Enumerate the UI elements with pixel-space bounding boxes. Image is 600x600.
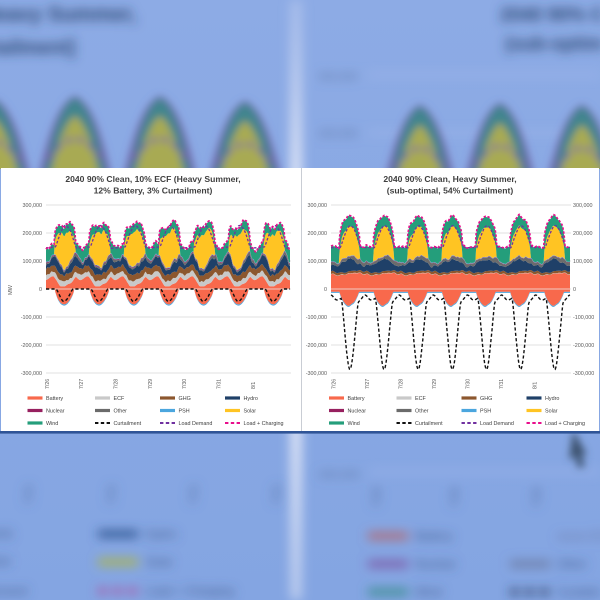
svg-text:Load + Charging: Load + Charging [145,584,234,598]
svg-text:Solar: Solar [145,555,173,569]
svg-text:Load Demand: Load Demand [0,584,27,598]
svg-text:-100,000: -100,000 [573,315,594,321]
svg-text:300,000: 300,000 [318,71,358,83]
svg-text:7/29: 7/29 [432,379,438,389]
svg-text:0: 0 [39,287,42,293]
svg-text:Load + Charging: Load + Charging [244,421,284,427]
svg-text:Nuclear: Nuclear [415,557,456,571]
svg-text:Curtailment: Curtailment [415,421,443,427]
svg-text:Wind: Wind [46,421,58,427]
svg-text:100,000: 100,000 [308,259,328,265]
svg-text:Other: Other [415,408,429,414]
svg-text:Load + Charging: Load + Charging [545,421,585,427]
svg-text:7/31: 7/31 [188,484,200,505]
svg-text:8/1: 8/1 [533,382,539,389]
svg-text:7/30: 7/30 [182,379,188,389]
svg-text:MW: MW [8,284,14,295]
svg-text:-300,000: -300,000 [573,371,594,377]
svg-text:-200,000: -200,000 [21,343,42,349]
svg-text:200,000: 200,000 [23,231,43,237]
svg-text:2040 90% C: 2040 90% C [500,5,600,26]
svg-text:2040 90% Clean, Heavy Summer,: 2040 90% Clean, Heavy Summer, [383,174,516,184]
svg-text:0: 0 [573,287,576,293]
svg-text:7/27: 7/27 [79,379,85,389]
svg-text:7/26: 7/26 [531,487,543,508]
svg-text:7/28: 7/28 [399,379,405,389]
svg-text:200,000: 200,000 [573,231,593,237]
svg-text:-200,000: -200,000 [573,343,594,349]
svg-text:Wind: Wind [348,421,360,427]
svg-text:Curtailm: Curtailm [557,585,600,599]
svg-text:200,000: 200,000 [308,231,328,237]
svg-text:300,000: 300,000 [573,203,593,209]
svg-text:Heavy Summer,: Heavy Summer, [0,3,136,26]
svg-text:-300,000: -300,000 [21,371,42,377]
svg-text:7/30: 7/30 [466,379,472,389]
svg-text:Battery: Battery [348,396,365,402]
svg-text:-200,000: -200,000 [306,343,327,349]
svg-text:7/29: 7/29 [148,379,154,389]
svg-text:(sub-optim: (sub-optim [505,34,600,55]
svg-text:ECF: ECF [415,396,426,402]
svg-text:Hydro: Hydro [545,396,559,402]
svg-text:7/26: 7/26 [449,487,461,508]
svg-text:Hydro: Hydro [145,527,177,541]
svg-text:7/26: 7/26 [45,379,51,389]
svg-text:Load Demand: Load Demand [179,421,213,427]
svg-text:200,000: 200,000 [318,128,358,140]
svg-text:0: 0 [324,287,327,293]
svg-text:PSH: PSH [0,555,11,569]
svg-text:7/31: 7/31 [23,484,35,505]
svg-text:GHG: GHG [179,396,191,402]
svg-text:100,000: 100,000 [573,259,593,265]
svg-text:GHG: GHG [0,527,13,541]
svg-text:Load Demand: Load Demand [480,421,514,427]
svg-text:Wind: Wind [415,585,442,599]
svg-text:-100,000: -100,000 [21,315,42,321]
svg-text:-100,000: -100,000 [306,315,327,321]
svg-text:7/31: 7/31 [271,484,283,505]
svg-text:7/26: 7/26 [371,487,383,508]
svg-text:2040 90% Clean, 10% ECF (Heavy: 2040 90% Clean, 10% ECF (Heavy Summer, [65,174,240,184]
svg-text:rtailment]: rtailment] [0,37,75,59]
svg-text:300,000: 300,000 [308,203,328,209]
svg-text:7/27: 7/27 [365,379,371,389]
svg-text:Hydro: Hydro [244,396,258,402]
svg-text:8/1: 8/1 [251,382,257,389]
svg-text:PSH: PSH [480,408,491,414]
svg-text:-300,000: -300,000 [316,469,359,481]
svg-text:Other: Other [557,557,587,571]
svg-text:12% Battery, 3% Curtailment): 12% Battery, 3% Curtailment) [94,186,213,196]
svg-text:Solar: Solar [545,408,558,414]
svg-text:Battery: Battery [415,529,453,543]
svg-text:7/31: 7/31 [217,379,223,389]
svg-text:Nuclear: Nuclear [348,408,367,414]
svg-text:100,000: 100,000 [23,259,43,265]
svg-text:GHG: GHG [480,396,492,402]
svg-text:7/26: 7/26 [332,379,338,389]
svg-text:(sub-optimal, 54% Curtailment): (sub-optimal, 54% Curtailment) [387,186,514,196]
svg-text:Other: Other [114,408,128,414]
svg-text:Nuclear: Nuclear [46,408,65,414]
svg-text:PSH: PSH [179,408,190,414]
svg-text:xxxxx ECF: xxxxx ECF [557,529,600,543]
svg-text:300,000: 300,000 [23,203,43,209]
svg-text:ECF: ECF [114,396,125,402]
svg-text:-300,000: -300,000 [306,371,327,377]
svg-text:Battery: Battery [46,396,63,402]
svg-text:7/31: 7/31 [106,484,118,505]
svg-text:7/28: 7/28 [114,379,120,389]
svg-text:Curtailment: Curtailment [114,421,142,427]
svg-text:7/31: 7/31 [499,379,505,389]
svg-text:Solar: Solar [244,408,257,414]
